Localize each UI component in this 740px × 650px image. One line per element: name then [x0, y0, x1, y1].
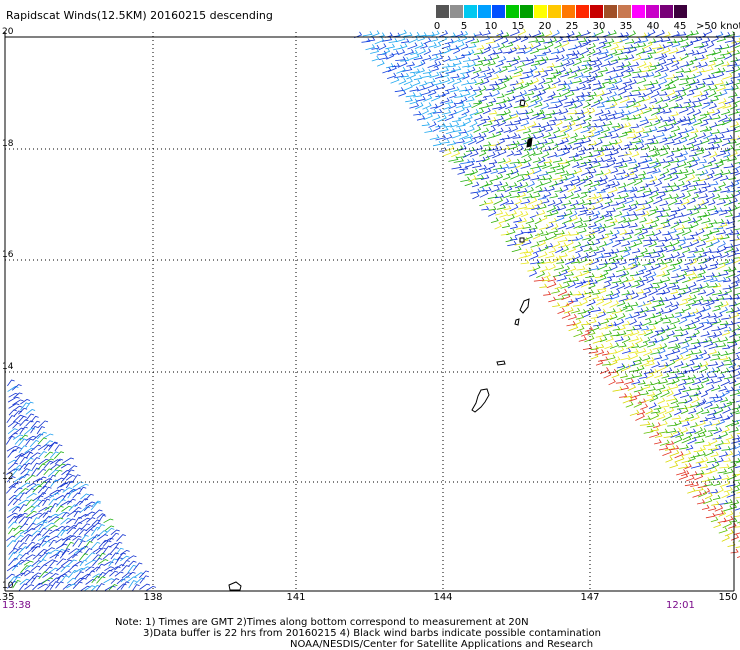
rota-outline [496, 360, 506, 366]
lat-label: 16 [2, 250, 14, 260]
legend-swatch [534, 5, 547, 18]
legend-swatch [576, 5, 589, 18]
legend-swatch [506, 5, 519, 18]
island-outlines [228, 99, 533, 591]
pagan-outline [519, 99, 526, 107]
saipan-outline [519, 298, 530, 314]
lon-label: 138 [143, 592, 163, 603]
swath-right [354, 28, 740, 558]
lon-label: 147 [580, 592, 600, 603]
legend-label: 5 [460, 21, 468, 32]
lon-label: 150 [718, 592, 738, 603]
swath-left [5, 379, 157, 592]
lat-label: 18 [2, 139, 14, 149]
legend-label: 30 [592, 21, 606, 32]
legend-label: 40 [646, 21, 660, 32]
legend-label: 20 [538, 21, 552, 32]
note-line-2: 3)Data buffer is 22 hrs from 20160215 4)… [143, 628, 601, 639]
legend-swatch [674, 5, 687, 18]
legend-swatch [520, 5, 533, 18]
legend-swatch [436, 5, 449, 18]
map-title: Rapidscat Winds(12.5KM) 20160215 descend… [6, 9, 273, 22]
tinian-outline [514, 318, 520, 326]
legend-swatch [590, 5, 603, 18]
legend-swatch [492, 5, 505, 18]
legend-swatch [450, 5, 463, 18]
note-line-3: NOAA/NESDIS/Center for Satellite Applica… [290, 639, 594, 650]
anatahan-outline [526, 137, 533, 148]
legend-label: 10 [484, 21, 498, 32]
legend-swatch [548, 5, 561, 18]
guam-outline [471, 388, 490, 413]
legend-label: 15 [511, 21, 525, 32]
legend-label: 25 [565, 21, 579, 32]
lon-label: 141 [286, 592, 306, 603]
time-right: 12:01 [666, 600, 695, 611]
legend-label: 45 [673, 21, 687, 32]
legend-swatch [478, 5, 491, 18]
legend-swatch [660, 5, 673, 18]
lat-lon-grid [4, 32, 735, 592]
legend-swatch [562, 5, 575, 18]
lat-label: 14 [2, 362, 14, 372]
legend-swatch [618, 5, 631, 18]
legend-swatch [646, 5, 659, 18]
lat-label: 20 [2, 27, 14, 37]
note-line-1: Note: 1) Times are GMT 2)Times along bot… [115, 617, 529, 628]
lon-label: 144 [433, 592, 453, 603]
lat-label: 10 [2, 581, 14, 591]
legend-swatch [464, 5, 477, 18]
time-left: 13:38 [2, 600, 31, 611]
lon-label: 135 [0, 592, 15, 603]
north-island-outline [519, 237, 525, 243]
legend-label: 35 [619, 21, 633, 32]
legend-swatch [632, 5, 645, 18]
legend-swatch [604, 5, 617, 18]
legend-label: >50 knots [696, 21, 740, 32]
legend-label: 0 [433, 21, 441, 32]
lat-label: 12 [2, 472, 14, 482]
yap-outline [228, 581, 242, 591]
